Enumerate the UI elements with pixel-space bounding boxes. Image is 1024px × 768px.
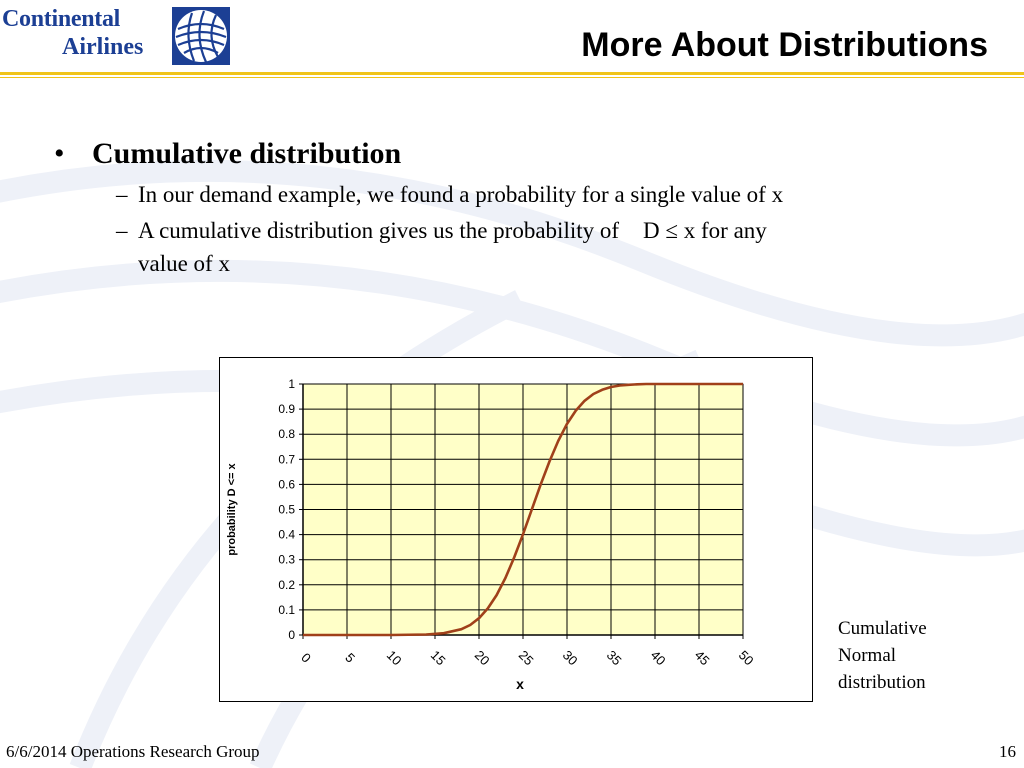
- y-tick-label: 0.1: [278, 603, 295, 617]
- y-tick-label: 0.3: [278, 553, 295, 567]
- y-tick-label: 1: [288, 377, 295, 391]
- caption-line3: distribution: [838, 672, 926, 693]
- chart-caption: Cumulative Normal distribution: [838, 615, 927, 696]
- x-tick-label: 15: [428, 647, 449, 668]
- y-tick-label: 0.9: [278, 402, 295, 416]
- dash-symbol: –: [116, 218, 128, 243]
- globe-icon: [172, 7, 230, 65]
- caption-line1: Cumulative: [838, 618, 927, 639]
- footer-date-group: 6/6/2014 Operations Research Group: [6, 742, 260, 761]
- x-tick-label: 45: [692, 647, 713, 668]
- bullet-symbol: •: [54, 137, 65, 170]
- dash-symbol: –: [116, 182, 128, 207]
- caption-line2: Normal: [838, 645, 897, 666]
- cumulative-chart: 0 5 10 15 20 25 30 35 40 45 50 0 0.1 0.2 0.3 0.4 0.5 0.6 0…: [226, 377, 757, 692]
- logo-text-line1: Continental: [2, 6, 121, 32]
- header-rule: [0, 72, 1024, 75]
- page-title: More About Distributions: [581, 26, 988, 64]
- x-tick-label: 40: [648, 647, 669, 668]
- x-axis-label: x: [516, 676, 524, 692]
- y-tick-label: 0.4: [278, 528, 295, 542]
- continental-logo: Continental Airlines: [0, 2, 240, 65]
- header-rule-thin: [0, 77, 1024, 78]
- y-tick-label: 0.7: [278, 452, 295, 466]
- x-tick-label: 35: [604, 647, 625, 668]
- page-number: 16: [999, 742, 1016, 761]
- bullet-text: Cumulative distribution: [92, 137, 402, 170]
- y-axis-label: probability D <= x: [226, 462, 238, 555]
- y-tick-label: 0.5: [278, 503, 295, 517]
- y-tick-label: 0.2: [278, 578, 295, 592]
- series-line: [303, 382, 743, 637]
- sub-bullet-text: A cumulative distribution gives us the p…: [138, 218, 767, 244]
- x-tick-label: 10: [384, 647, 405, 668]
- sub-bullet-2-continuation: value of x: [138, 251, 230, 276]
- x-tick-label: 20: [472, 647, 493, 668]
- y-tick-label: 0.6: [278, 477, 295, 491]
- x-tick-label: 50: [736, 647, 757, 668]
- x-tick-label: 5: [342, 650, 358, 666]
- y-tick-label: 0.8: [278, 427, 295, 441]
- sub-bullet-text: In our demand example, we found a probab…: [138, 182, 784, 207]
- logo-text-line2: Airlines: [62, 34, 144, 60]
- x-tick-label: 25: [516, 647, 537, 668]
- chart-container: 0 5 10 15 20 25 30 35 40 45 50 0 0.1 0.2 0.3 0.4 0.5 0.6 0…: [219, 357, 813, 702]
- sub-bullet-text-part2: D ≤ x for any: [643, 218, 767, 243]
- sub-bullet-text-part1: A cumulative distribution gives us the p…: [138, 218, 620, 243]
- x-tick-label: 0: [298, 650, 314, 666]
- x-tick-label: 30: [560, 647, 581, 668]
- y-tick-label: 0: [288, 628, 295, 642]
